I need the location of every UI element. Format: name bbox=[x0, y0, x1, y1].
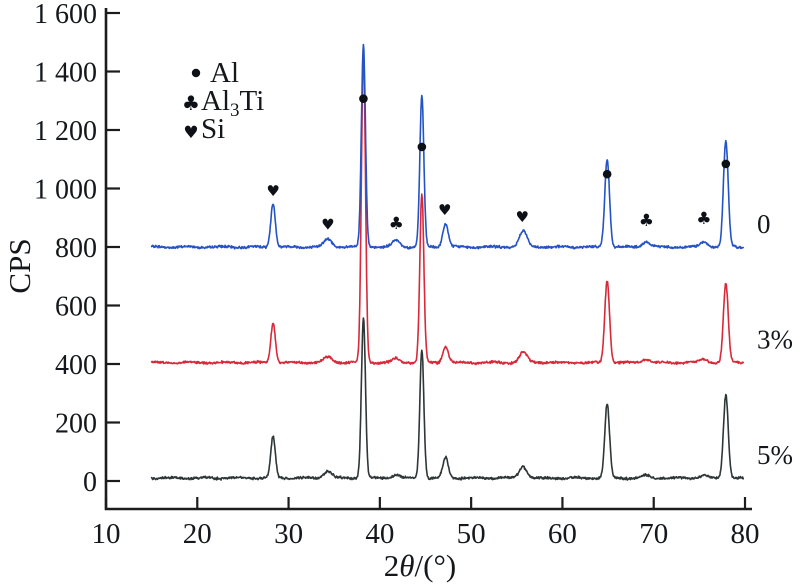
y-tick-label: 1 200 bbox=[34, 116, 97, 147]
al-circle-marker-icon bbox=[417, 142, 427, 152]
legend-label: Al bbox=[210, 57, 239, 89]
legend-label: Al3Ti bbox=[201, 85, 264, 121]
legend-circle-icon bbox=[191, 68, 201, 78]
y-axis-title: CPS bbox=[2, 238, 37, 293]
al-circle-marker-icon bbox=[359, 94, 368, 103]
x-axis-title: 2θ/(°) bbox=[384, 548, 456, 583]
si-heart-marker-icon: ♥ bbox=[516, 208, 529, 226]
si-heart-marker-icon: ♥ bbox=[321, 215, 334, 233]
series-labels: 0 3% 5% bbox=[757, 209, 793, 470]
y-tick-label: 1 400 bbox=[34, 58, 97, 89]
y-tick-label: 1 600 bbox=[34, 0, 97, 30]
trace-5% bbox=[150, 317, 744, 481]
xrd-traces bbox=[150, 43, 744, 481]
x-tick-label: 40 bbox=[365, 518, 394, 550]
si-heart-marker-icon: ♥ bbox=[266, 182, 279, 200]
y-tick-label: 600 bbox=[55, 292, 97, 323]
y-tick-label: 400 bbox=[55, 350, 97, 381]
legend-heart-icon: ♥ bbox=[183, 123, 198, 143]
al-circle-marker-icon bbox=[721, 159, 731, 169]
phase-peak-markers: ♥ ♥ ♣ ♥ ♥ ♣ ♣ bbox=[266, 94, 731, 234]
y-tick-label: 0 bbox=[83, 467, 97, 498]
trace-3% bbox=[150, 51, 744, 366]
legend-label: Si bbox=[201, 113, 225, 145]
al-circle-marker-icon bbox=[602, 169, 612, 179]
legend-club-icon: ♣ bbox=[182, 91, 200, 115]
trace-0 bbox=[150, 43, 744, 250]
y-tick-label: 800 bbox=[55, 233, 97, 264]
al3ti-club-marker-icon: ♣ bbox=[696, 209, 711, 229]
x-tick-label: 20 bbox=[183, 518, 212, 550]
x-tick-label: 70 bbox=[639, 518, 668, 550]
axis-frame bbox=[104, 8, 752, 511]
x-axis-title-prefix: 2 bbox=[384, 548, 400, 583]
series-label-0: 0 bbox=[757, 209, 771, 239]
al3ti-club-marker-icon: ♣ bbox=[639, 211, 654, 231]
axis-ticks: 0 200 400 600 800 1 000 1 200 1 400 1 600 10 20 30 4… bbox=[34, 0, 760, 550]
al3ti-club-marker-icon: ♣ bbox=[389, 214, 404, 234]
y-tick-label: 200 bbox=[55, 409, 97, 440]
axes bbox=[104, 8, 752, 511]
x-tick-label: 50 bbox=[457, 518, 486, 550]
x-tick-label: 10 bbox=[92, 518, 121, 550]
series-label-5%: 5% bbox=[757, 440, 793, 470]
x-axis-title-suffix: /(°) bbox=[415, 548, 457, 583]
legend: Al ♣ Al3Ti♥ Si bbox=[182, 57, 264, 145]
series-label-3%: 3% bbox=[757, 325, 793, 355]
x-tick-label: 30 bbox=[274, 518, 303, 550]
x-tick-label: 60 bbox=[548, 518, 577, 550]
x-tick-label: 80 bbox=[731, 518, 760, 550]
si-heart-marker-icon: ♥ bbox=[438, 201, 451, 219]
y-tick-label: 1 000 bbox=[34, 175, 97, 206]
theta-symbol: θ bbox=[399, 548, 414, 583]
